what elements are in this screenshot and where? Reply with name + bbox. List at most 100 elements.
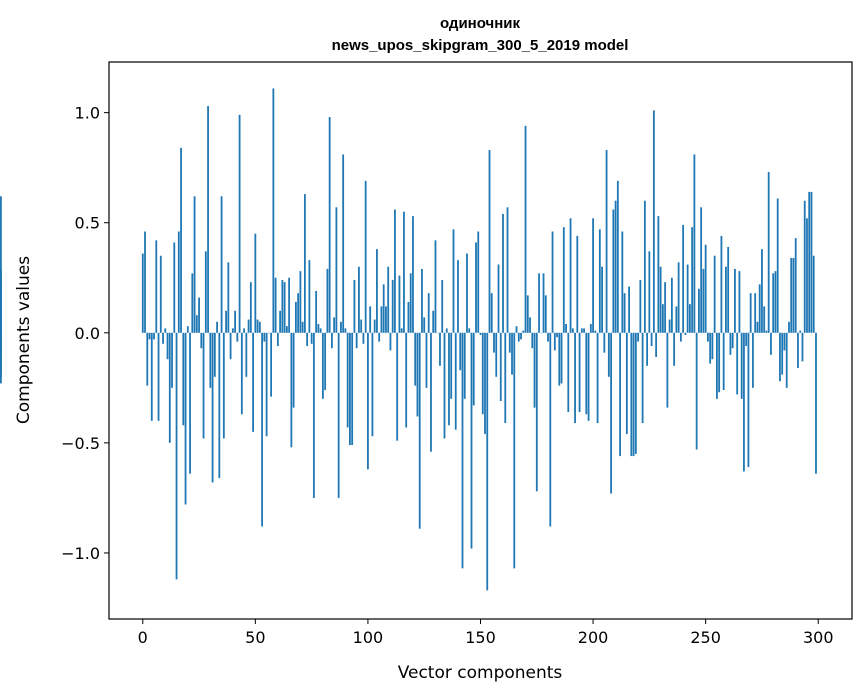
bar-255 (716, 332, 718, 399)
bar-252 (709, 332, 712, 364)
bar-132 (439, 332, 441, 366)
bar-2 (146, 332, 149, 386)
bar-127 (427, 293, 430, 333)
bar-101 (369, 306, 372, 333)
bar-182 (551, 231, 554, 333)
bar-75 (310, 332, 313, 344)
bar-94 (353, 279, 356, 333)
bar-151 (481, 332, 484, 415)
bar-246 (695, 332, 698, 450)
bar-5 (153, 332, 155, 340)
bar-174 (533, 332, 536, 408)
bar-27 (202, 332, 205, 439)
bar-10 (164, 328, 167, 333)
bar-77 (315, 290, 318, 333)
bar-196 (583, 328, 585, 333)
bar-118 (407, 301, 410, 333)
bar-155 (490, 293, 493, 333)
bar-263 (734, 268, 736, 333)
bar-67 (292, 332, 295, 408)
bar-48 (249, 282, 252, 333)
bar-133 (441, 279, 444, 333)
bar-149 (477, 231, 480, 333)
bar-95 (355, 332, 358, 349)
bar-28 (204, 251, 207, 333)
bar-117 (405, 332, 408, 428)
y-tick-label: 0.0 (75, 324, 100, 343)
bar-90 (344, 328, 347, 333)
bar-140 (457, 260, 459, 333)
bar-279 (770, 332, 772, 355)
bar-271 (752, 332, 754, 388)
bar-110 (389, 332, 392, 351)
bar-216 (628, 286, 630, 333)
bar-227 (652, 110, 655, 333)
bar-43 (238, 114, 241, 333)
bar-1 (144, 231, 146, 333)
bar-285 (783, 332, 786, 351)
bar-266 (740, 332, 743, 399)
bar-57 (270, 332, 273, 397)
bar-147 (472, 332, 475, 406)
bar-226 (650, 332, 653, 346)
bar-111 (391, 279, 394, 333)
bar-76 (312, 332, 315, 498)
bar-45 (243, 328, 245, 333)
bar-83 (328, 117, 331, 333)
bar-232 (664, 282, 667, 333)
bar-54 (263, 332, 266, 342)
bar-24 (195, 315, 198, 333)
bar-265 (738, 271, 741, 333)
bar-284 (781, 332, 784, 375)
bar-257 (720, 235, 723, 333)
bar-272 (754, 293, 757, 333)
plot-frame (108, 61, 853, 620)
bar-36 (222, 332, 225, 439)
bar-204 (601, 266, 603, 333)
bar-186 (560, 332, 563, 384)
bar-59 (274, 277, 277, 333)
bar-160 (502, 213, 504, 333)
bar-168 (520, 332, 522, 340)
bar-293 (801, 332, 804, 362)
bar-158 (497, 264, 500, 333)
bar-137 (450, 332, 453, 399)
bar-130 (434, 240, 437, 333)
bar-undefined (0, 196, 2, 333)
bar-264 (736, 332, 739, 395)
chart-title: одиночник (440, 15, 521, 32)
bar-290 (794, 238, 797, 333)
bar-258 (722, 332, 725, 391)
bar-211 (616, 180, 619, 333)
bar-undefined (0, 332, 2, 358)
bar-229 (657, 216, 660, 333)
bar-124 (421, 268, 423, 333)
bar-181 (549, 332, 552, 527)
bar-84 (331, 332, 333, 349)
bar-23 (193, 196, 196, 333)
bar-298 (812, 255, 815, 333)
bar-210 (614, 200, 617, 333)
bar-125 (423, 317, 426, 333)
y-axis: −1.0 −0.5 0.0 0.5 1.0 (61, 104, 109, 563)
bar-199 (589, 323, 592, 333)
bar-17 (180, 147, 182, 333)
bar-26 (200, 332, 203, 349)
bar-7 (157, 332, 160, 421)
bar-242 (686, 264, 689, 333)
bar-73 (306, 332, 309, 346)
bar-161 (504, 332, 507, 424)
bar-152 (484, 332, 486, 435)
bar-259 (725, 266, 727, 333)
bar-224 (646, 332, 649, 366)
bar-108 (385, 306, 387, 333)
bar-156 (493, 332, 495, 353)
bar-270 (749, 293, 752, 333)
bar-62 (281, 279, 284, 333)
bar-228 (655, 332, 658, 358)
bar-40 (231, 328, 234, 333)
bar-74 (308, 260, 311, 333)
bar-274 (758, 284, 761, 333)
bar-69 (297, 293, 300, 333)
bar-30 (209, 332, 212, 388)
